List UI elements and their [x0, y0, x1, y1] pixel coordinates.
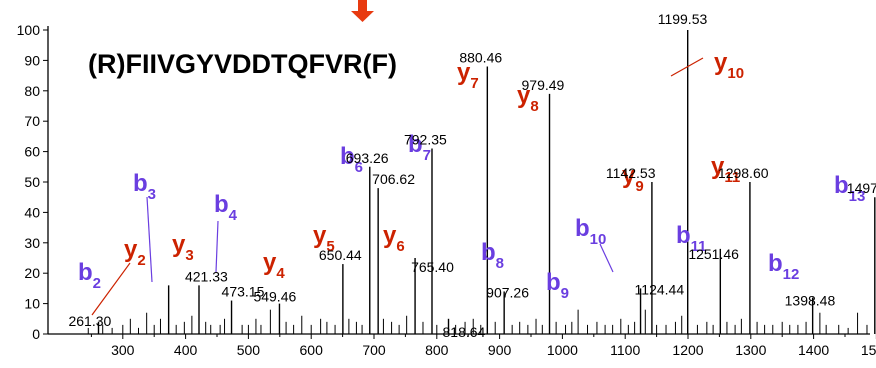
noise-peaks	[87, 309, 868, 334]
x-tick-label: 500	[237, 342, 261, 358]
ion-type: y3	[172, 231, 194, 264]
ion-label-y6: y6	[383, 222, 405, 255]
ion-type: b2	[78, 259, 101, 292]
ion-index: 9	[635, 178, 643, 195]
ion-type: y6	[383, 222, 405, 255]
x-tick-label: 1500	[861, 342, 876, 358]
x-tick-label: 1200	[672, 342, 703, 358]
y-tick-label: 60	[24, 144, 40, 160]
x-tick-label: 900	[488, 342, 512, 358]
x-tick-label: 300	[111, 342, 135, 358]
ion-type: y10	[714, 49, 744, 82]
chart-title: (R)FIIVGYVDDTQFVR(F)	[88, 49, 397, 79]
y-tick-label: 20	[24, 265, 40, 281]
ion-leader-line	[670, 57, 704, 77]
x-tick-label: 1300	[735, 342, 766, 358]
ion-index: 4	[229, 207, 238, 224]
ion-index: 10	[727, 65, 744, 82]
ion-leader-line	[215, 220, 219, 273]
ion-index: 3	[148, 186, 156, 203]
peak-mz-label: 1398.48	[785, 293, 836, 309]
x-tick-label: 1000	[547, 342, 578, 358]
arrow-icon	[351, 0, 374, 22]
ion-leader-line	[91, 262, 131, 316]
ion-index: 10	[590, 231, 607, 248]
x-tick-label: 700	[362, 342, 386, 358]
ion-label-b2: b2	[78, 259, 101, 292]
peak-mz-label: 1142.53	[606, 165, 656, 181]
ion-type: b3	[133, 170, 156, 203]
ion-index: 11	[724, 169, 740, 186]
peak-mz-label: 818.64	[443, 324, 486, 340]
peak-mz-label: 1251.46	[688, 246, 739, 262]
peak-mz-label: 549.46	[253, 289, 296, 305]
x-tick-label: 800	[425, 342, 449, 358]
ion-index: 4	[276, 265, 285, 282]
peak-mz-label: 706.62	[372, 171, 415, 187]
ion-index: 11	[691, 238, 707, 255]
ion-index: 8	[496, 255, 504, 272]
peak-mz-label: 979.49	[522, 77, 565, 93]
ion-index: 9	[561, 285, 569, 302]
y-tick-label: 0	[32, 326, 40, 342]
ion-type: b8	[481, 239, 504, 272]
peak-mz-label: 792.35	[404, 132, 447, 148]
ion-leader-line	[146, 196, 153, 283]
peak-mz-label: 650.44	[319, 247, 362, 263]
ion-index: 3	[185, 247, 193, 264]
y-tick-label: 10	[24, 296, 40, 312]
axes: 0 10 20 30 40 50 60 70 80 90 100 300 400 500 600 700 800…	[17, 22, 876, 358]
x-tick-label: 400	[174, 342, 198, 358]
peak-mz-label: 1199.53	[658, 11, 708, 27]
ion-index: 2	[93, 275, 101, 292]
ion-index: 2	[137, 252, 145, 269]
peak-mz-label: 693.26	[346, 150, 389, 166]
ion-index: 7	[470, 75, 478, 92]
ion-leader-line	[599, 243, 614, 273]
y-tick-label: 100	[17, 22, 41, 38]
ion-label-b8: b8	[481, 239, 504, 272]
ion-label-y4: y4	[263, 249, 285, 282]
peak-mz-label: 765.40	[411, 259, 454, 275]
ion-label-b10: b10	[575, 215, 614, 273]
ion-index: 6	[355, 159, 363, 176]
ion-index: 6	[396, 238, 404, 255]
y-tick-label: 90	[24, 52, 40, 68]
peak-mz-label: 907.26	[486, 284, 529, 300]
peak-mz-label: 1124.44	[635, 281, 685, 297]
labeled-peaks	[97, 30, 876, 334]
ion-index: 12	[783, 266, 800, 283]
ion-type: y2	[124, 236, 146, 269]
peak-mz-label: 880.46	[459, 49, 502, 65]
peak-mz-label: 421.33	[185, 268, 228, 284]
ion-type: b4	[214, 191, 238, 224]
y-tick-label: 30	[24, 235, 40, 251]
x-tick-label: 600	[300, 342, 324, 358]
ion-label-y3: y3	[172, 231, 194, 264]
ion-index: 13	[849, 188, 866, 205]
peak-mz-label: 1298.60	[718, 165, 769, 181]
x-tick-label: 1400	[798, 342, 829, 358]
x-tick-label: 1100	[610, 342, 640, 358]
y-tick-label: 50	[24, 174, 40, 190]
ion-type: y4	[263, 249, 285, 282]
y-tick-label: 40	[24, 204, 40, 220]
ion-label-b4: b4	[214, 191, 238, 273]
peak-mz-label: 473.15	[222, 284, 265, 300]
y-tick-label: 70	[24, 113, 40, 129]
ion-label-y10: y10	[670, 49, 744, 82]
ion-index: 8	[530, 98, 538, 115]
ion-type: b10	[575, 215, 606, 248]
ion-type: b12	[768, 250, 799, 283]
ion-index: 7	[423, 147, 431, 164]
peak-mz-label: 261.30	[68, 313, 111, 329]
peak-mz-label: 1497.46	[847, 180, 876, 196]
ion-label-b12: b12	[768, 250, 799, 283]
y-tick-label: 80	[24, 83, 40, 99]
ion-index: 5	[326, 238, 334, 255]
